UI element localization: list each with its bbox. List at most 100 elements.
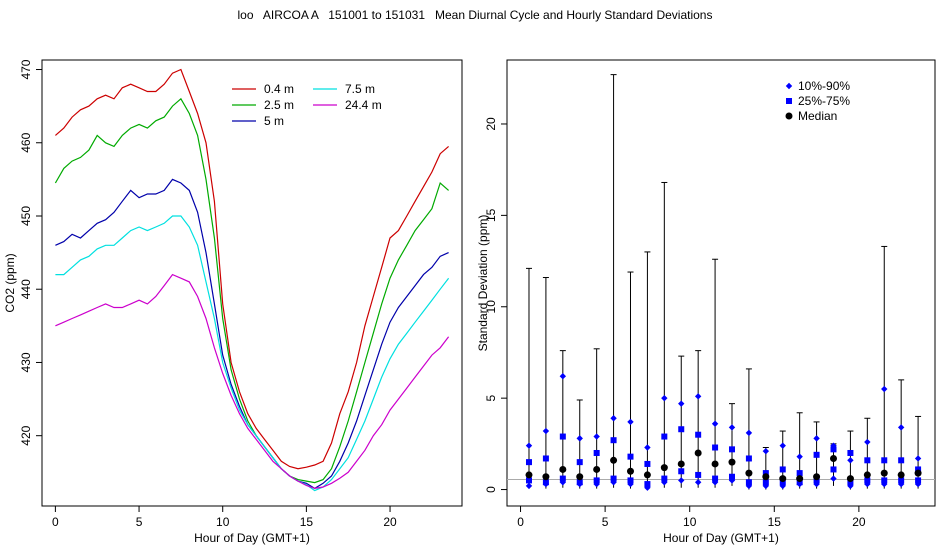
p10-p90-marker: [576, 435, 583, 442]
legend-swatch: [785, 82, 793, 90]
p25-p75-marker: [864, 457, 871, 464]
p10-p90-marker: [711, 420, 719, 427]
p10-p90-marker: [678, 477, 685, 484]
median-marker: [796, 475, 804, 483]
page-title: loo AIRCOA A 151001 to 151031 Mean Diurn…: [237, 8, 713, 22]
p25-p75-marker: [915, 466, 922, 473]
p10-p90-marker: [847, 457, 854, 464]
legend-label: 2.5 m: [264, 98, 294, 112]
p25-p75-marker: [661, 433, 668, 440]
median-marker: [897, 471, 905, 479]
median-marker: [626, 467, 634, 475]
median-marker: [728, 458, 736, 466]
p25-p75-marker: [864, 477, 871, 484]
p25-p75-marker: [796, 470, 803, 477]
p25-p75-marker: [881, 477, 888, 484]
median-marker: [559, 465, 567, 473]
median-marker: [762, 473, 770, 481]
series-line: [55, 68, 449, 470]
median-marker: [576, 473, 584, 481]
y-tick-label: 440: [19, 279, 33, 299]
x-axis-label: Hour of Day (GMT+1): [194, 531, 310, 545]
p10-p90-marker: [897, 424, 905, 431]
p10-p90-marker: [813, 435, 820, 442]
p25-p75-marker: [745, 479, 752, 486]
p25-p75-marker: [610, 475, 617, 482]
p25-p75-marker: [712, 444, 719, 451]
p10-p90-marker: [644, 484, 651, 491]
p25-p75-marker: [525, 459, 532, 466]
x-tick-label: 15: [300, 515, 314, 529]
p25-p75-marker: [762, 470, 769, 477]
y-tick-label: 15: [484, 208, 498, 222]
median-marker: [914, 469, 922, 477]
p25-p75-marker: [542, 455, 549, 462]
p10-p90-marker: [593, 433, 600, 440]
x-axis-label: Hour of Day (GMT+1): [663, 531, 779, 545]
legend-label: 10%-90%: [798, 79, 850, 93]
p25-p75-marker: [576, 459, 583, 466]
p10-p90-marker: [864, 438, 871, 446]
p10-p90-marker: [644, 444, 651, 451]
p10-p90-marker: [627, 418, 634, 426]
p25-p75-marker: [847, 449, 854, 456]
median-marker: [677, 460, 685, 468]
x-tick-label: 5: [602, 515, 609, 529]
p25-p75-marker: [576, 479, 583, 486]
p25-p75-marker: [830, 466, 837, 473]
median-marker: [829, 454, 837, 462]
median-marker: [711, 460, 719, 468]
p25-p75-marker: [779, 466, 786, 473]
p10-p90-marker: [627, 480, 634, 488]
series-line: [55, 178, 449, 490]
median-marker: [745, 469, 753, 477]
p10-p90-marker: [914, 455, 922, 462]
y-tick-label: 450: [19, 206, 33, 226]
p25-p75-marker: [847, 479, 854, 486]
p10-p90-marker: [610, 479, 617, 486]
p25-p75-marker: [593, 477, 600, 484]
p10-p90-marker: [728, 424, 736, 431]
y-axis-label: Standard Deviation (ppm): [476, 215, 490, 352]
y-tick-label: 5: [484, 394, 498, 401]
p25-p75-marker: [627, 453, 634, 460]
p10-p90-marker: [881, 385, 888, 393]
y-tick-label: 0: [484, 486, 498, 493]
p25-p75-marker: [644, 481, 651, 488]
p10-p90-marker: [779, 442, 786, 449]
p25-p75-marker: [728, 446, 735, 453]
legend-label: 7.5 m: [345, 82, 375, 96]
median-marker: [610, 456, 618, 464]
p25-p75-marker: [898, 457, 905, 464]
hourly-std-dev-plot: 0 5 10 15 20 0 5 10 15 20 Hour of Day (GMT+1) Stand…: [476, 59, 936, 545]
p10-p90-marker: [694, 479, 702, 486]
median-marker: [660, 464, 668, 472]
p25-p75-marker: [593, 449, 600, 456]
p25-p75-marker: [661, 475, 668, 482]
p25-p75-marker: [627, 477, 634, 484]
p25-p75-marker: [915, 477, 922, 484]
legend-swatch: [785, 112, 793, 120]
y-tick-label: 430: [19, 352, 33, 372]
p10-p90-marker: [525, 482, 533, 490]
y-tick-label: 20: [484, 117, 498, 131]
p25-p75-marker: [830, 446, 837, 453]
p10-p90-marker: [593, 480, 600, 488]
p10-p90-marker: [830, 475, 837, 482]
plot-frame: [41, 59, 463, 507]
p10-p90-marker: [525, 442, 533, 449]
p10-p90-marker: [694, 393, 702, 400]
p25-p75-marker: [678, 426, 685, 433]
p25-p75-marker: [813, 451, 820, 458]
median-marker: [863, 471, 871, 479]
median-marker: [846, 475, 854, 483]
x-tick-label: 20: [383, 515, 397, 529]
y-tick-label: 460: [19, 132, 33, 152]
plot-frame: [506, 59, 936, 507]
legend-label: 24.4 m: [345, 98, 382, 112]
mean-diurnal-cycle-plot: 0 5 10 15 20 420 430 440 450 460 470 Hour of Day (G…: [3, 59, 463, 545]
median-marker: [525, 471, 533, 479]
y-tick-label: 420: [19, 425, 33, 445]
median-marker: [813, 473, 821, 481]
